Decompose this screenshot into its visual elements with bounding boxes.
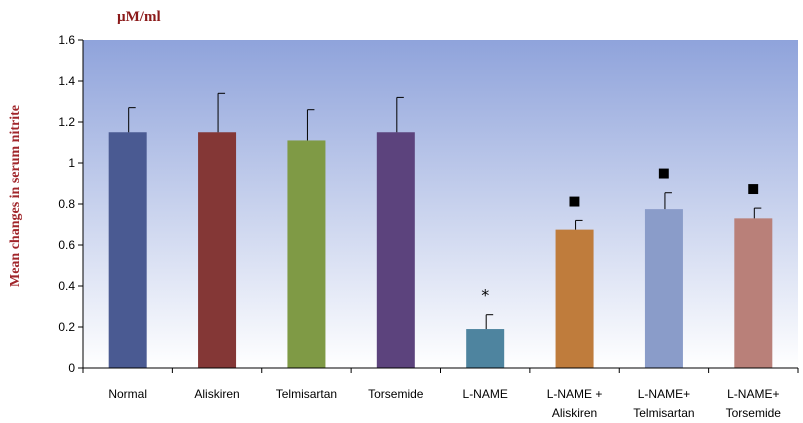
x-tick-label: L-NAME+ [638,387,690,401]
y-tick-label: 0.6 [58,238,75,252]
bar [376,132,415,368]
x-tick-label: Aliskiren [552,406,597,420]
x-tick-label: Torsemide [726,406,782,420]
bar [108,132,147,368]
x-tick-label: Torsemide [368,387,424,401]
x-tick-label: Telmisartan [276,387,337,401]
significance-marker: ■ [658,166,670,181]
x-tick-label: L-NAME + [547,387,603,401]
unit-label: µM/ml [117,9,161,25]
x-tick-label: Normal [108,387,147,401]
significance-marker: ■ [568,194,580,209]
y-tick-label: 0.8 [58,197,75,211]
y-tick-label: 0.2 [58,320,75,334]
bar [734,218,773,368]
y-tick-label: 1.2 [58,115,75,129]
y-tick-label: 1 [68,156,75,170]
x-tick-label: L-NAME [463,387,508,401]
y-tick-label: 1.6 [58,33,75,47]
x-tick-label: L-NAME+ [727,387,779,401]
x-tick-label: Telmisartan [633,406,694,420]
plot-area [83,40,798,368]
bar [555,229,594,368]
x-tick-label: Aliskiren [194,387,239,401]
y-tick-label: 0 [68,361,75,375]
bar [644,209,683,368]
bar [466,329,505,368]
significance-marker: ■ [747,182,759,197]
bar [198,132,237,368]
significance-marker: * [481,286,489,305]
bar [287,140,326,368]
y-tick-label: 0.4 [58,279,75,293]
y-tick-label: 1.4 [58,74,75,88]
